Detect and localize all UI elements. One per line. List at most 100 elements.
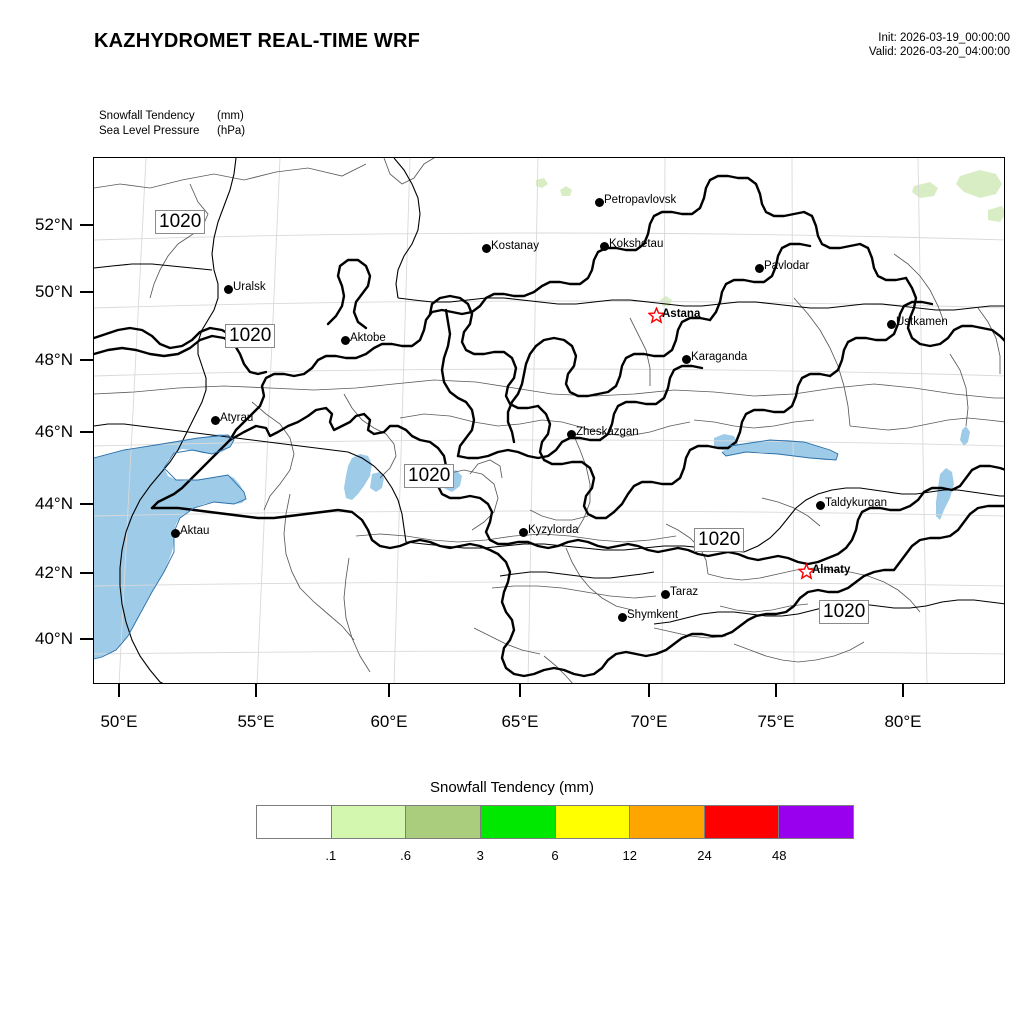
city-label-pavlodar: Pavlodar bbox=[764, 260, 810, 272]
lon-label-60: 60°E bbox=[370, 712, 408, 731]
kz-oblast-6 bbox=[708, 242, 812, 322]
colorbar-segment-6 bbox=[703, 806, 779, 838]
kz-border-north-russia bbox=[228, 174, 908, 442]
valid-time-label: Valid: 2026-03-20_04:00:00 bbox=[868, 46, 1010, 58]
pressure-label-2: 1020 bbox=[225, 324, 276, 348]
kz-oblast-1 bbox=[440, 308, 476, 458]
weather-map[interactable]: 1020 1020 1020 1020 1020 Petropavlovsk K… bbox=[93, 157, 1005, 684]
kz-oblast-5 bbox=[506, 344, 538, 444]
city-label-astana: Astana bbox=[662, 308, 701, 320]
lat-label-48: 48°N bbox=[35, 350, 73, 369]
russia-border-nw bbox=[94, 334, 268, 376]
vegetation-patches bbox=[536, 170, 1004, 306]
snowfall-colorbar[interactable] bbox=[256, 805, 854, 839]
lon-label-70: 70°E bbox=[630, 712, 668, 731]
lon-label-55: 55°E bbox=[237, 712, 275, 731]
kz-border-south-aral bbox=[150, 506, 500, 556]
pressure-isobars bbox=[94, 158, 1004, 683]
colorbar-title: Snowfall Tendency (mm) bbox=[430, 779, 594, 796]
city-label-ustkamen: Ustkamen bbox=[896, 316, 948, 328]
colorbar-tick-3: 6 bbox=[551, 848, 559, 863]
colorbar-segment-1 bbox=[330, 806, 406, 838]
city-label-taraz: Taraz bbox=[670, 586, 699, 598]
colorbar-tick-5: 24 bbox=[697, 848, 712, 863]
aral-sea bbox=[344, 454, 372, 500]
city-dot-icon bbox=[341, 336, 350, 345]
water-bodies bbox=[94, 426, 970, 659]
colorbar-segment-2 bbox=[405, 806, 480, 838]
colorbar-segment-7 bbox=[778, 806, 853, 838]
city-dot-icon bbox=[171, 529, 180, 538]
lat-tick-46 bbox=[80, 431, 93, 433]
city-dot-icon bbox=[600, 242, 609, 251]
lat-label-40: 40°N bbox=[35, 629, 73, 648]
city-dot-icon bbox=[755, 264, 764, 273]
kz-border-east-ne bbox=[904, 276, 1004, 348]
colorbar-tick-1: .6 bbox=[400, 848, 411, 863]
lat-tick-40 bbox=[80, 638, 93, 640]
field-legend-snowfall-units: (mm) bbox=[217, 110, 244, 122]
colorbar-tick-2: 3 bbox=[476, 848, 484, 863]
colorbar-segment-5 bbox=[629, 806, 704, 838]
isobar-north-1 bbox=[393, 158, 421, 299]
map-geometry bbox=[94, 158, 1004, 683]
lat-label-42: 42°N bbox=[35, 563, 73, 582]
init-time-label: Init: 2026-03-19_00:00:00 bbox=[878, 32, 1010, 44]
kz-border-south-uzb-kgz bbox=[496, 552, 896, 678]
lon-tick-65 bbox=[519, 684, 521, 697]
capital-star-icon bbox=[798, 563, 815, 580]
russia-internal-4 bbox=[726, 372, 832, 450]
lat-tick-52 bbox=[80, 224, 93, 226]
city-dot-icon bbox=[887, 320, 896, 329]
city-dot-icon bbox=[211, 416, 220, 425]
russia-internal-2 bbox=[536, 404, 616, 520]
admin-borders-thin bbox=[94, 158, 1004, 683]
city-label-taldykurgan: Taldykurgan bbox=[825, 497, 888, 509]
city-label-kokshetau: Kokshetau bbox=[609, 238, 664, 250]
isobar-mid-2 bbox=[405, 541, 745, 553]
pressure-label-3: 1020 bbox=[404, 464, 455, 488]
lat-label-46: 46°N bbox=[35, 422, 73, 441]
lon-tick-60 bbox=[388, 684, 390, 697]
city-dot-icon bbox=[567, 430, 576, 439]
colorbar-segment-4 bbox=[554, 806, 630, 838]
lon-tick-70 bbox=[648, 684, 650, 697]
isobar-1020-southeast bbox=[743, 487, 1004, 553]
colorbar-tick-0: .1 bbox=[325, 848, 337, 863]
city-label-petropavlovsk: Petropavlovsk bbox=[604, 194, 677, 206]
lat-label-50: 50°N bbox=[35, 282, 73, 301]
caspian-inlet bbox=[152, 494, 176, 510]
field-legend-snowfall-name: Snowfall Tendency bbox=[99, 110, 195, 122]
city-label-aktobe: Aktobe bbox=[350, 332, 386, 344]
city-dot-icon bbox=[682, 355, 691, 364]
city-label-kyzylorda: Kyzylorda bbox=[528, 524, 579, 536]
kz-oblast-4 bbox=[534, 316, 712, 398]
city-dot-icon bbox=[224, 285, 233, 294]
city-dot-icon bbox=[519, 528, 528, 537]
lon-tick-80 bbox=[902, 684, 904, 697]
russia-internal-5 bbox=[828, 300, 934, 378]
lat-label-44: 44°N bbox=[35, 494, 73, 513]
city-label-shymkent: Shymkent bbox=[627, 609, 679, 621]
lon-label-50: 50°E bbox=[100, 712, 138, 731]
pressure-label-5: 1020 bbox=[819, 600, 870, 624]
capital-star-icon bbox=[648, 307, 665, 324]
city-dot-icon bbox=[595, 198, 604, 207]
kz-border-southeast-china bbox=[892, 504, 1004, 572]
lat-tick-44 bbox=[80, 503, 93, 505]
lon-tick-50 bbox=[118, 684, 120, 697]
lat-tick-48 bbox=[80, 359, 93, 361]
russia-subject-border bbox=[326, 258, 372, 330]
colorbar-segment-3 bbox=[479, 806, 555, 838]
isobar-south-2 bbox=[499, 571, 655, 579]
lake-zaysan bbox=[936, 468, 954, 520]
lon-tick-55 bbox=[255, 684, 257, 697]
pressure-label-1: 1020 bbox=[155, 210, 206, 234]
model-run-info: Init: 2026-03-19_00:00:00 Valid: 2026-03… bbox=[869, 31, 1010, 59]
aral-sea-east bbox=[370, 472, 384, 492]
field-legend-row-snowfall: Snowfall Tendency (mm) bbox=[99, 109, 245, 124]
city-dot-icon bbox=[816, 501, 825, 510]
russia-internal-1 bbox=[428, 294, 540, 410]
russia-border-nw2 bbox=[94, 326, 234, 350]
lat-tick-42 bbox=[80, 572, 93, 574]
